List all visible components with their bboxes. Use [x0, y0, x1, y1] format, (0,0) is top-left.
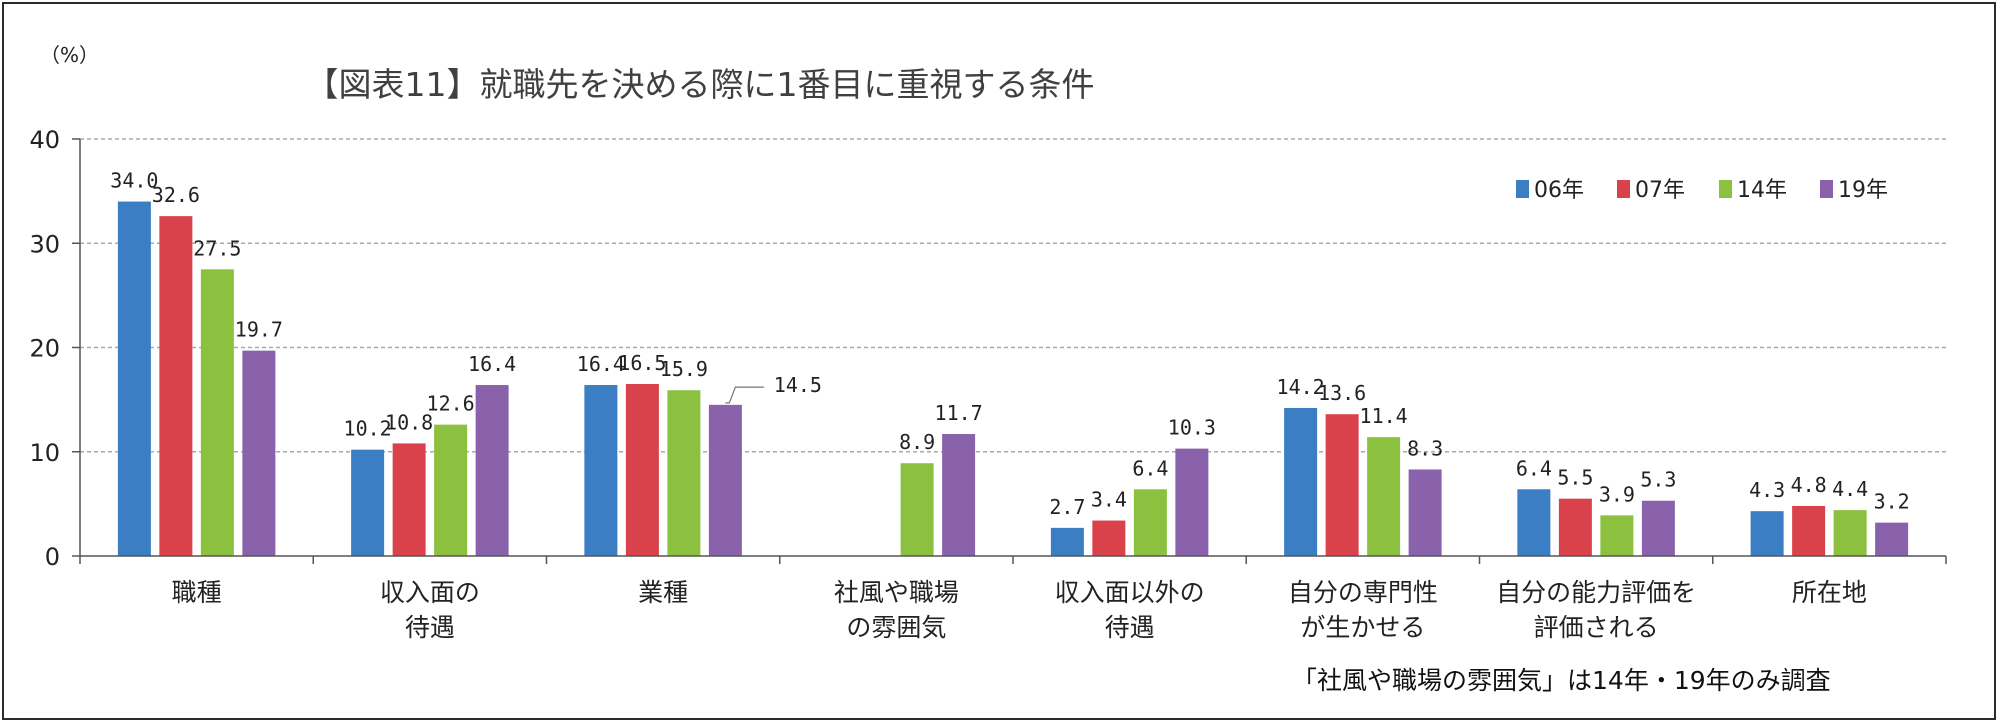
- bar: [1133, 489, 1167, 556]
- y-tick-label: 30: [29, 230, 60, 258]
- bar: [1092, 520, 1126, 556]
- bar: [708, 404, 742, 556]
- bar: [1600, 515, 1634, 556]
- bar: [475, 385, 509, 556]
- data-labels: 34.0 10.2 16.4 2.7 14.2 6.4 4.3 32.6 10.8 16.5 3.4…: [110, 169, 1909, 519]
- data-label: 32.6: [152, 183, 200, 207]
- legend-label: 06年: [1534, 178, 1584, 203]
- data-label: 5.5: [1557, 466, 1593, 490]
- bar: [159, 216, 193, 556]
- bar: [434, 424, 468, 556]
- data-label: 27.5: [193, 236, 241, 260]
- category-label: 自分の専門性: [1288, 578, 1438, 607]
- data-label: 4.4: [1832, 477, 1868, 501]
- data-label: 10.8: [385, 410, 433, 434]
- bar: [1833, 510, 1867, 556]
- label-leader-line: [725, 386, 764, 404]
- data-label: 15.9: [660, 357, 708, 381]
- bar: [625, 383, 659, 556]
- legend-swatch: [1820, 180, 1833, 198]
- legend-label: 07年: [1635, 178, 1685, 203]
- y-tick-label: 40: [29, 126, 60, 154]
- bar: [1050, 527, 1084, 556]
- category-label: 待遇: [405, 613, 455, 642]
- data-label: 19.7: [235, 318, 283, 342]
- bar: [1641, 500, 1675, 556]
- category-label: 評価される: [1534, 613, 1659, 642]
- data-label: 14.5: [774, 373, 822, 397]
- data-label: 4.3: [1749, 478, 1785, 502]
- bar: [1792, 505, 1826, 556]
- bar: [584, 385, 618, 556]
- bar: [242, 350, 276, 556]
- data-label: 13.6: [1318, 381, 1366, 405]
- data-label: 4.8: [1791, 473, 1827, 497]
- category-label: 待遇: [1105, 613, 1155, 642]
- data-label: 11.7: [935, 401, 983, 425]
- bar: [667, 390, 701, 556]
- data-label: 8.3: [1407, 436, 1443, 460]
- data-label: 16.5: [618, 351, 666, 375]
- category-label: 業種: [638, 578, 688, 607]
- y-tick-label: 0: [45, 543, 60, 571]
- legend-swatch: [1617, 180, 1630, 198]
- bar: [942, 434, 976, 556]
- legend-label: 19年: [1838, 178, 1888, 203]
- footnote: 「社風や職場の雰囲気」は14年・19年のみ調査: [1292, 666, 1831, 695]
- bar: [1284, 407, 1318, 556]
- bar: [1750, 511, 1784, 556]
- bar: [1875, 522, 1909, 556]
- chart-title: 【図表11】就職先を決める際に1番目に重視する条件: [306, 65, 1095, 104]
- data-label: 34.0: [110, 169, 158, 193]
- data-label: 6.4: [1132, 456, 1168, 480]
- category-label: が生かせる: [1300, 613, 1425, 642]
- category-label: 収入面の: [380, 578, 480, 607]
- bar: [1408, 469, 1442, 556]
- data-label: 6.4: [1516, 456, 1552, 480]
- data-label: 3.4: [1091, 488, 1127, 512]
- data-label: 8.9: [899, 430, 935, 454]
- category-label: 社風や職場: [834, 578, 959, 607]
- category-label: の雰囲気: [846, 613, 946, 642]
- y-tick-label: 20: [29, 335, 60, 363]
- data-label: 3.9: [1599, 482, 1635, 506]
- data-label: 14.2: [1277, 375, 1325, 399]
- legend-label: 14年: [1737, 178, 1787, 203]
- bars: [117, 201, 1909, 557]
- data-label: 10.2: [344, 417, 392, 441]
- bar: [1325, 414, 1359, 556]
- data-label: 2.7: [1049, 495, 1085, 519]
- y-tick-label: 10: [29, 439, 60, 467]
- bar: [1558, 498, 1592, 556]
- gridlines: [80, 138, 1946, 453]
- category-label: 所在地: [1792, 578, 1867, 607]
- data-label: 3.2: [1874, 490, 1910, 514]
- data-label: 11.4: [1360, 404, 1408, 428]
- data-label: 10.3: [1168, 416, 1216, 440]
- category-label: 収入面以外の: [1055, 578, 1205, 607]
- bar: [351, 449, 385, 556]
- data-label: 5.3: [1640, 468, 1676, 492]
- data-label: 16.4: [577, 352, 625, 376]
- legend: 06年 07年 14年 19年: [1516, 178, 1888, 203]
- bar: [1175, 448, 1209, 556]
- category-label: 職種: [172, 578, 222, 607]
- bar: [1517, 489, 1551, 556]
- y-axis: 0 10 20 30 40: [29, 126, 81, 571]
- legend-swatch: [1516, 180, 1529, 198]
- data-label: 12.6: [427, 392, 475, 416]
- data-label: 16.4: [468, 352, 516, 376]
- category-label: 自分の能力評価を: [1496, 578, 1696, 607]
- bar: [1367, 437, 1401, 556]
- bar: [392, 443, 426, 556]
- bar: [117, 201, 151, 557]
- bar: [200, 269, 234, 556]
- bar: [900, 463, 934, 556]
- legend-swatch: [1719, 180, 1732, 198]
- y-unit-label: （%）: [40, 43, 99, 67]
